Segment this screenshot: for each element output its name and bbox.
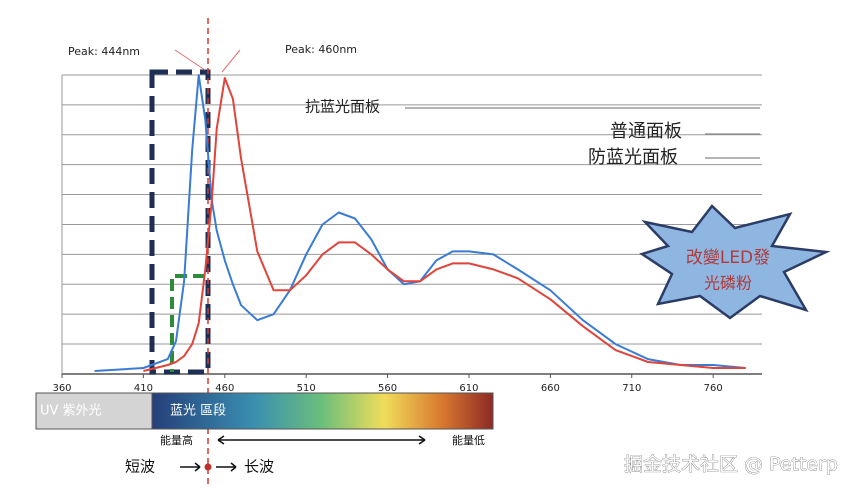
x-tick-label: 760 [704,383,723,394]
energy-arrow [217,435,426,445]
series-label: 防蓝光面板 [588,147,678,168]
annotation: UV 紫外光 [40,404,102,419]
series-line [94,74,746,372]
green-box [170,274,205,372]
guides [61,74,762,374]
annotation: Peak: 444nm [68,45,140,58]
annotation: 光磷粉 [704,274,752,293]
blue-band-box [149,69,211,375]
x-tick-label: 360 [52,383,71,394]
annotation: 短波 [125,458,155,476]
wave-arrows [180,462,237,472]
center-dot [204,463,212,471]
annotation: 蓝光 區段 [170,404,226,419]
annotation: 能量低 [452,433,485,447]
label-leaders [405,107,760,159]
x-tick-label: 410 [134,383,153,394]
star-callout [639,204,831,320]
x-tick-label: 710 [622,383,641,394]
annotation: Peak: 460nm [285,43,357,56]
x-tick-label: 460 [215,383,234,394]
x-tick-label: 660 [541,383,560,394]
peak-pointers [174,49,241,73]
annotation: 抗蓝光面板 [305,98,380,116]
watermark: 掘金技术社区 @ Petterp [624,454,838,476]
annotation: 能量高 [160,433,193,447]
spectrum-band [151,392,494,430]
annotation: 长波 [244,458,274,476]
x-tick-label: 510 [297,383,316,394]
x-tick-label: 560 [378,383,397,394]
series-label: 普通面板 [610,121,682,142]
series-line [143,77,746,372]
uv-band [35,392,153,430]
x-tick-label: 610 [459,383,478,394]
annotation: 改變LED發 [686,248,770,268]
